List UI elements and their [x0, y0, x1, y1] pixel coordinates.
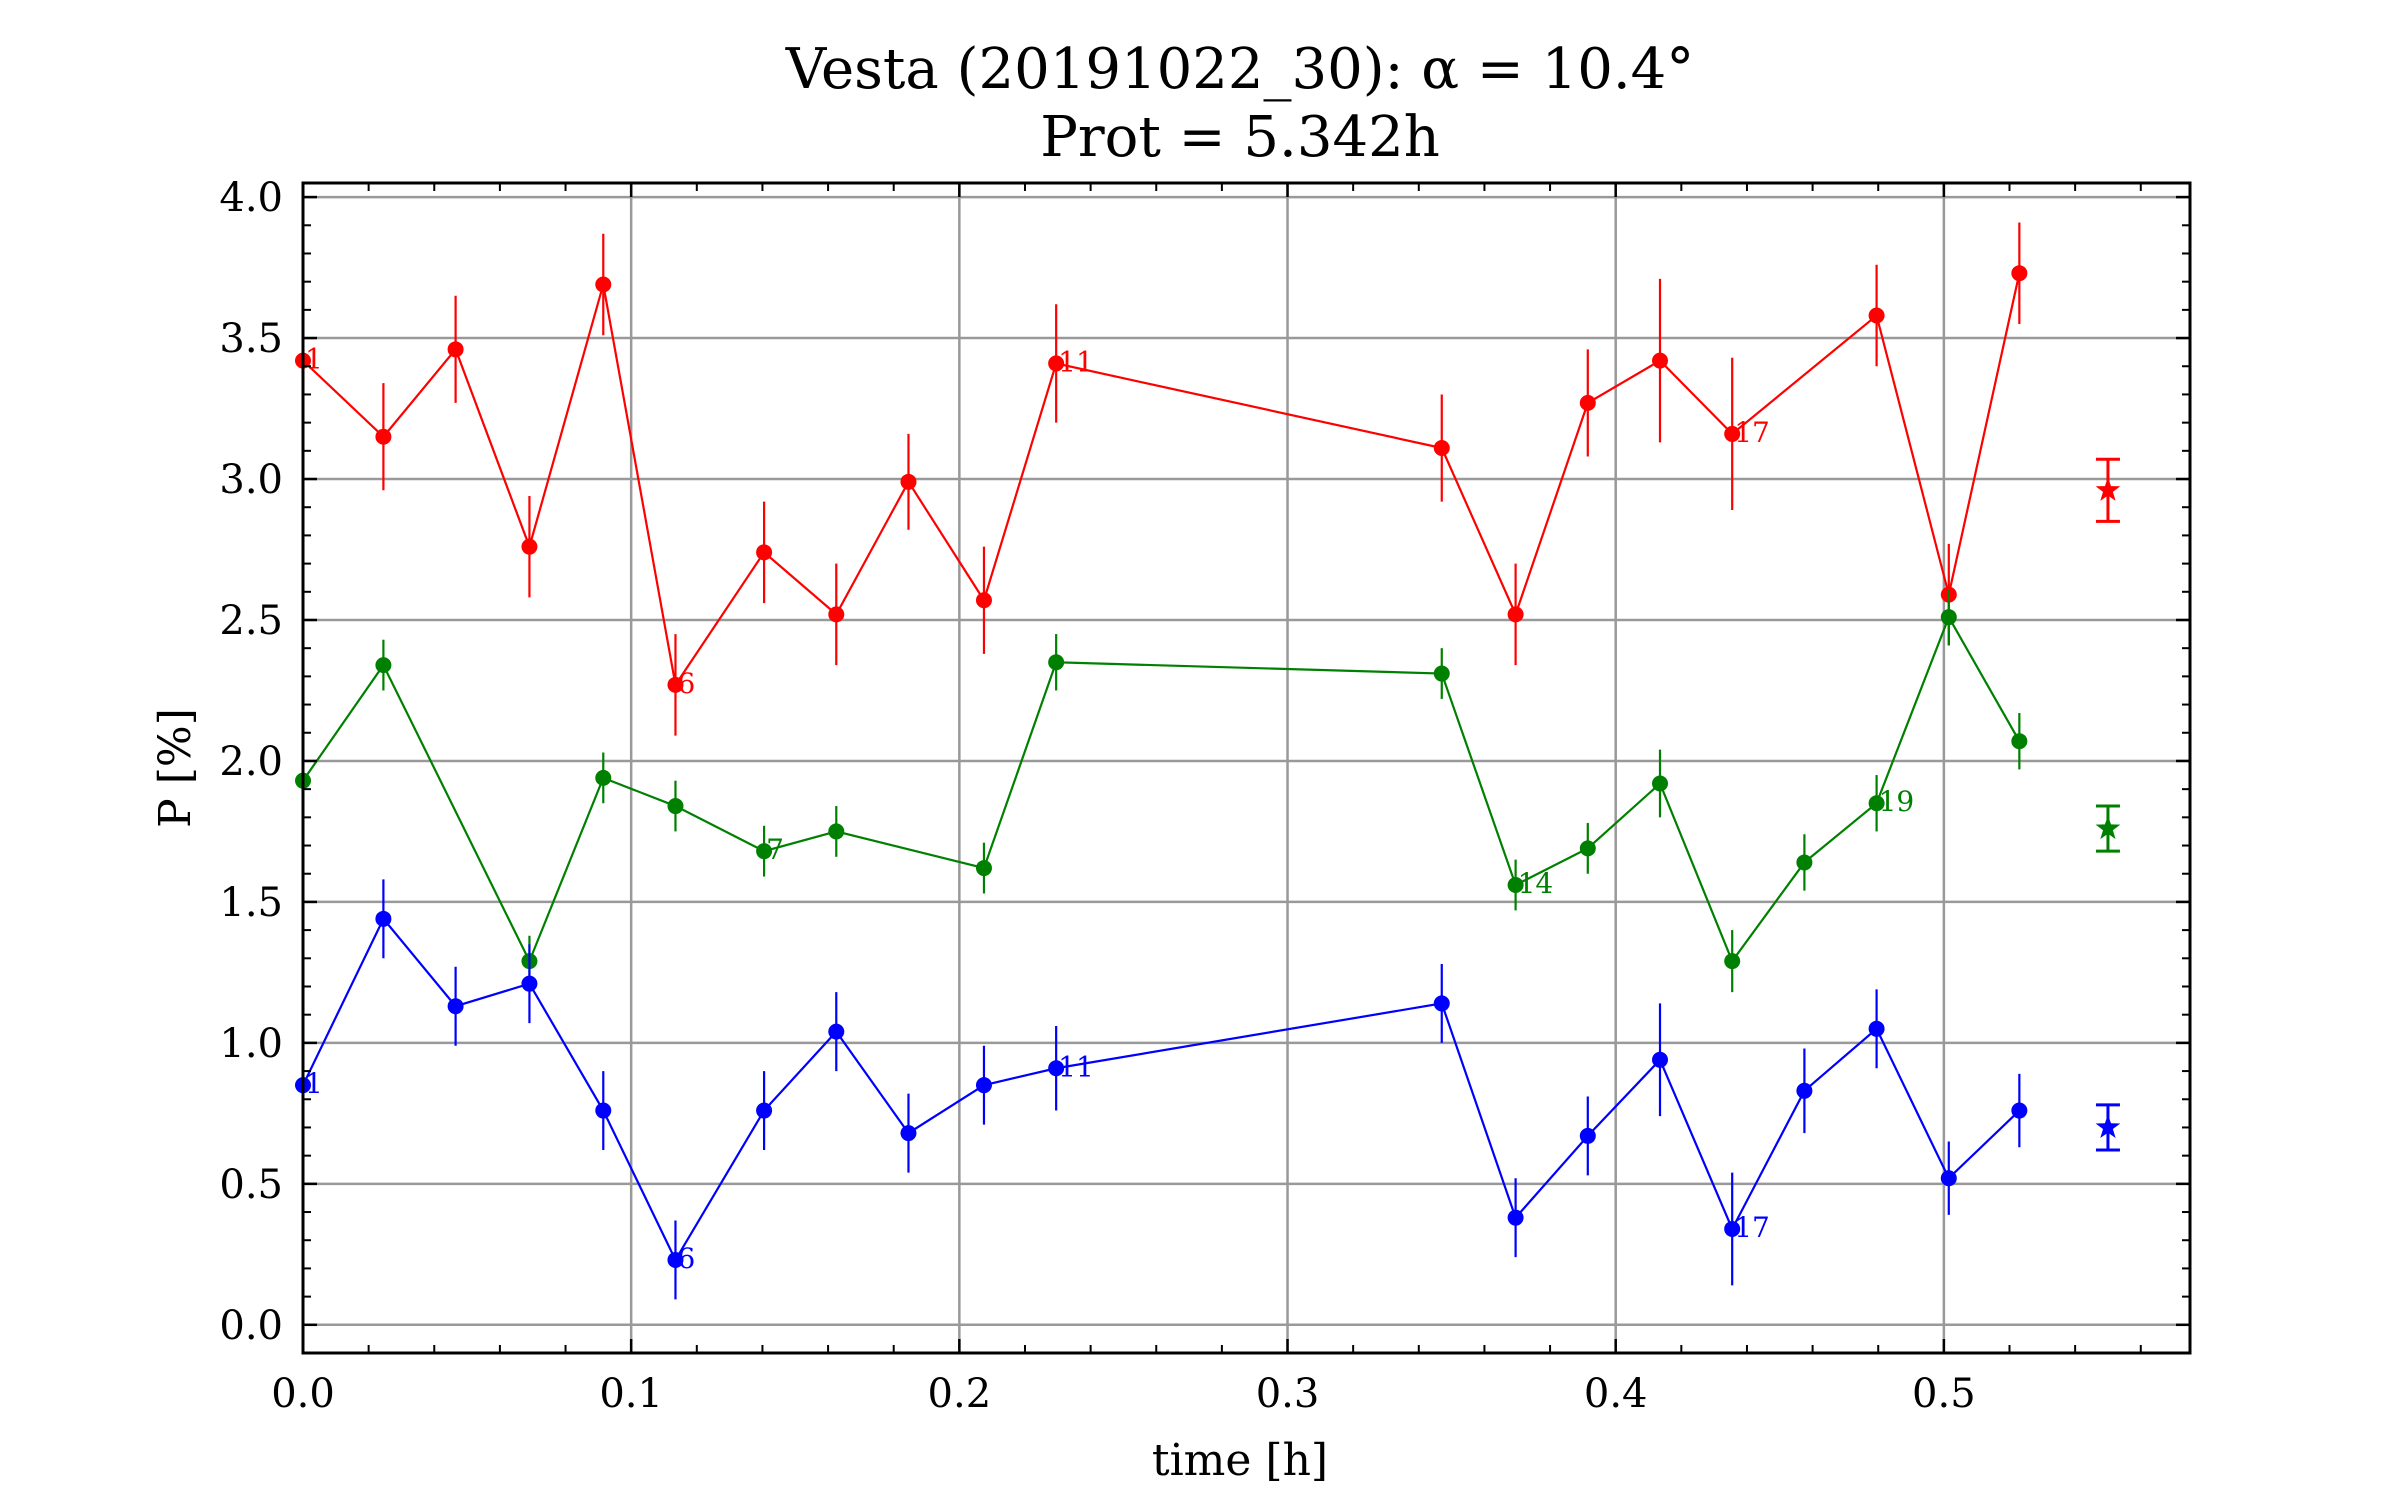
data-point [1433, 665, 1450, 682]
data-point [1724, 953, 1741, 970]
data-point [447, 998, 464, 1015]
x-tick-label: 0.0 [271, 1371, 335, 1417]
data-point [667, 676, 684, 693]
data-point [1579, 1127, 1596, 1144]
y-tick-label: 1.5 [219, 880, 283, 926]
mean-marker-1 [2095, 804, 2121, 853]
y-tick-label: 4.0 [219, 175, 283, 221]
mean-markers [2095, 457, 2121, 1152]
data-point [1868, 1020, 1885, 1037]
point-index-label: 11 [1058, 345, 1094, 378]
x-tick-label: 0.3 [1256, 1371, 1320, 1417]
point-index-label: 14 [1518, 867, 1554, 900]
point-index-label: 17 [1734, 416, 1770, 449]
series-line [302, 916, 2021, 1263]
data-point [900, 473, 917, 490]
data-point [1724, 425, 1741, 442]
data-point [2011, 265, 2028, 282]
data-point [1796, 854, 1813, 871]
point-index-label: 17 [1734, 1211, 1770, 1244]
point-index-label: 1 [305, 1067, 323, 1100]
data-point [375, 657, 392, 674]
mean-star [2095, 1114, 2121, 1138]
chart-title: Vesta (20191022_30): α = 10.4° [785, 37, 1695, 102]
data-point [975, 1077, 992, 1094]
mean-star [2095, 477, 2121, 501]
point-index-label: 19 [1879, 785, 1915, 818]
data-point [1651, 1051, 1668, 1068]
data-point [1796, 1082, 1813, 1099]
data-point [447, 341, 464, 358]
data-point [1048, 1060, 1065, 1077]
data-point [1651, 775, 1668, 792]
data-point [975, 592, 992, 609]
data-series: 1 6 11 17 7 14 19 1 6 11 17 [295, 222, 2028, 1300]
series-line [302, 614, 2021, 964]
data-point [1507, 606, 1524, 623]
mean-marker-0 [2095, 457, 2121, 523]
data-point [756, 1102, 773, 1119]
data-point [828, 823, 845, 840]
data-point [756, 843, 773, 860]
grid [301, 183, 2190, 1353]
point-index-label: 11 [1058, 1050, 1094, 1083]
data-point [1048, 355, 1065, 372]
data-point [1507, 1209, 1524, 1226]
y-axis-label: P [%] [150, 708, 201, 828]
x-tick-label: 0.4 [1584, 1371, 1648, 1417]
data-point [667, 798, 684, 815]
data-point [756, 544, 773, 561]
data-point [2011, 1102, 2028, 1119]
data-point [1433, 440, 1450, 457]
mean-star [2095, 815, 2121, 840]
data-point [1651, 352, 1668, 369]
data-point [975, 860, 992, 877]
point-index-label: 6 [677, 667, 695, 700]
data-point [595, 276, 612, 293]
data-point [2011, 733, 2028, 750]
data-point [1940, 1170, 1957, 1187]
data-point [1579, 394, 1596, 411]
data-point [595, 1102, 612, 1119]
data-point [521, 538, 538, 555]
data-point [1724, 1220, 1741, 1237]
x-tick-label: 0.1 [599, 1371, 663, 1417]
y-tick-label: 2.5 [219, 598, 283, 644]
data-point [1868, 795, 1885, 812]
data-point [1433, 995, 1450, 1012]
point-index-label: 7 [766, 833, 784, 866]
data-point [828, 1023, 845, 1040]
y-tick-label: 0.0 [219, 1303, 283, 1349]
series-0: 1 6 11 17 [295, 222, 2028, 736]
mean-marker-2 [2095, 1103, 2121, 1152]
y-tick-label: 3.0 [219, 457, 283, 503]
data-point [1579, 840, 1596, 857]
data-point [521, 975, 538, 992]
x-tick-label: 0.2 [928, 1371, 992, 1417]
point-index-label: 6 [677, 1242, 695, 1275]
y-tick-label: 1.0 [219, 1021, 283, 1067]
data-point [375, 428, 392, 445]
data-point [1868, 307, 1885, 324]
series-2: 1 6 11 17 [295, 879, 2028, 1300]
data-point [1048, 654, 1065, 671]
y-tick-label: 2.0 [219, 739, 283, 785]
data-point [828, 606, 845, 623]
data-point [1507, 877, 1524, 893]
data-point [595, 769, 612, 786]
plot-frame [301, 181, 2192, 1355]
axes: 0.0 0.1 0.2 0.3 0.4 0.5 0.0 0.5 1.0 1.5 2.0 2.5 3.0 3… [219, 175, 2192, 1417]
data-point [667, 1251, 684, 1268]
series-1: 7 14 19 [295, 588, 2028, 993]
y-tick-label: 3.5 [219, 316, 283, 362]
data-point [900, 1125, 917, 1142]
x-tick-label: 0.5 [1912, 1371, 1976, 1417]
data-point [1940, 609, 1957, 626]
x-axis-label: time [h] [1152, 1435, 1328, 1486]
point-index-label: 1 [305, 343, 323, 376]
chart-subtitle: Prot = 5.342h [1040, 105, 1440, 170]
data-point [375, 910, 392, 927]
y-tick-label: 0.5 [219, 1162, 283, 1208]
